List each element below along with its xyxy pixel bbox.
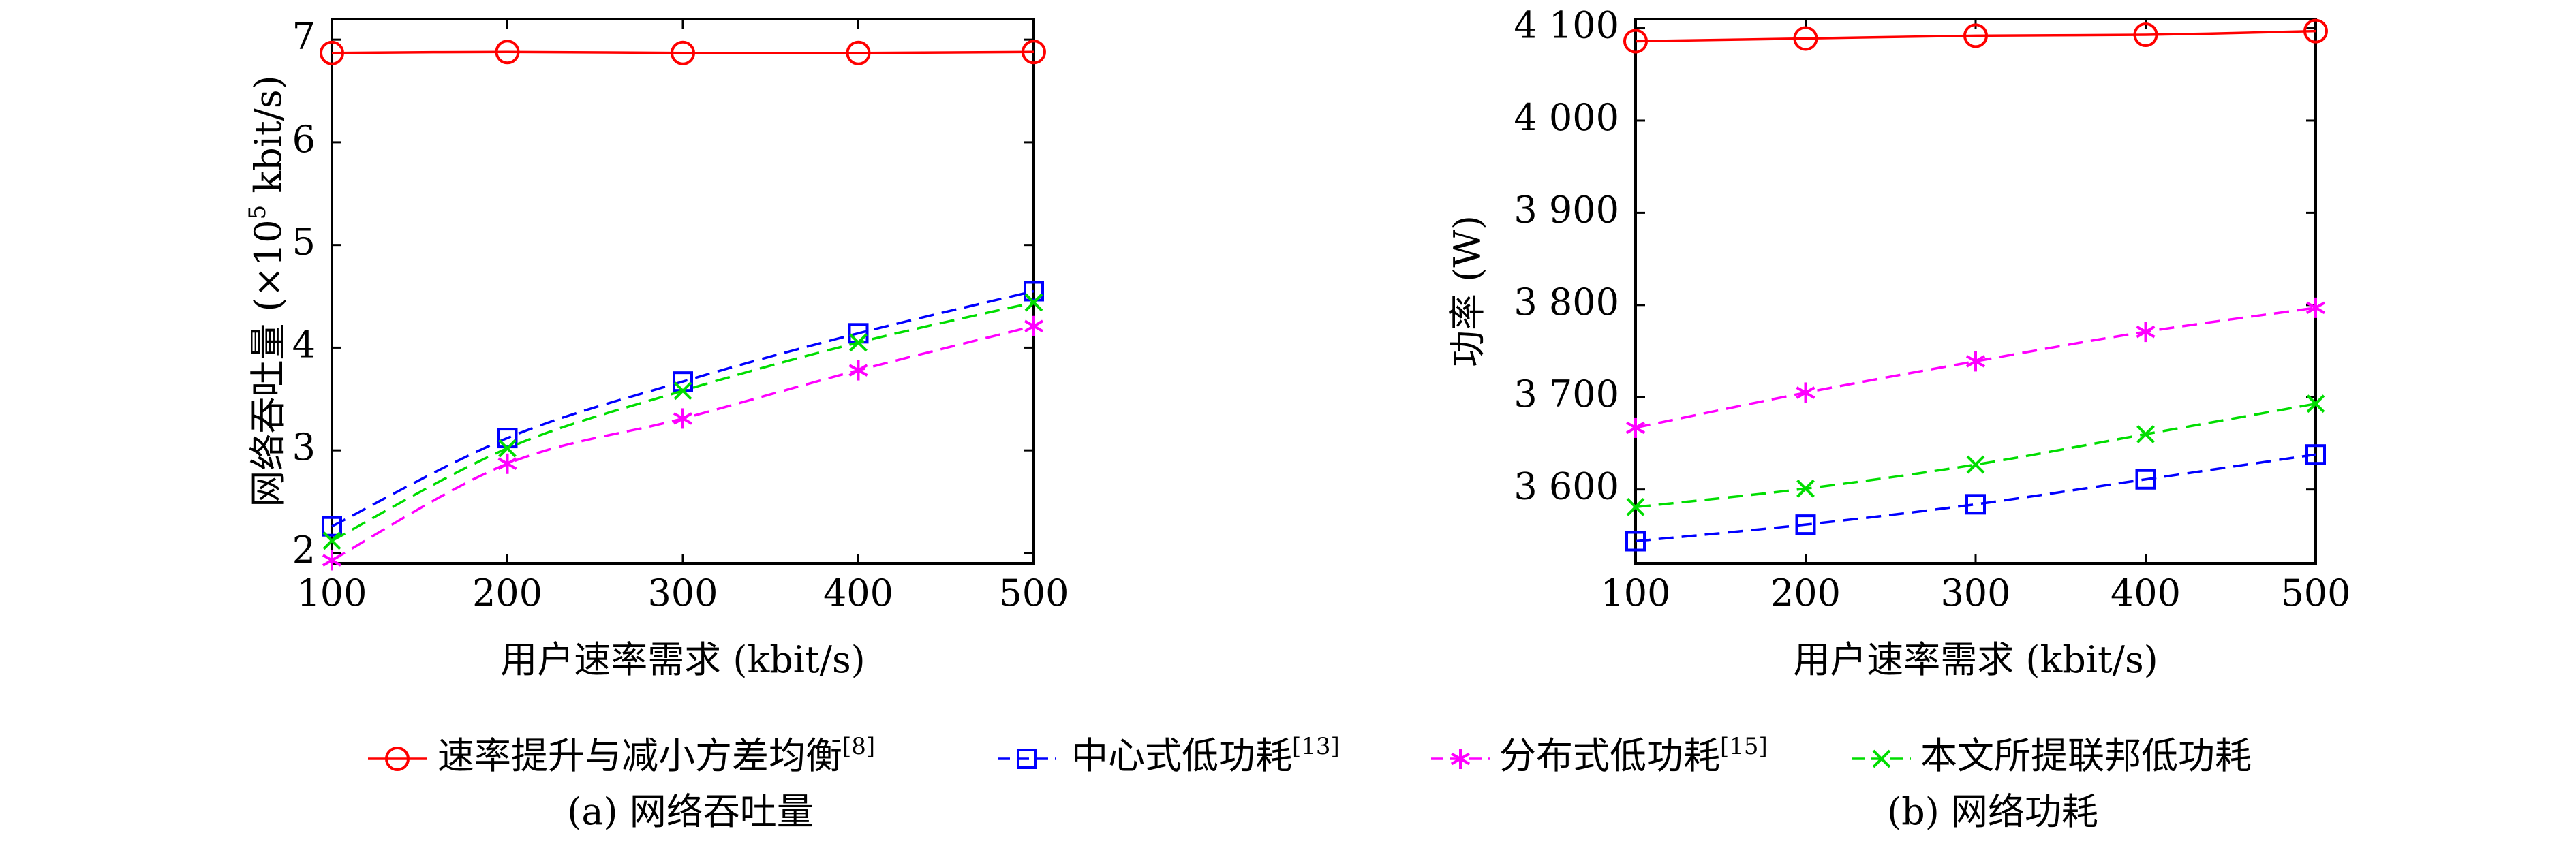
data-point [849,333,868,352]
series-3 [1626,394,2325,516]
series-line-1 [1635,453,2316,543]
data-point [1024,281,1044,302]
data-point [320,40,344,65]
series-3 [322,293,1043,550]
legend-marker-1 [1017,749,1037,769]
series-0 [320,40,1046,65]
caption-b: (b) 网络功耗 [1887,790,2098,833]
x-tick-label: 200 [472,571,542,614]
series-line-0 [1635,29,2316,43]
data-point [322,531,341,550]
data-point [673,408,693,429]
series-1 [1625,444,2326,552]
y-axis-label: 网络吞吐量 (×105 kbit/s) [244,75,290,507]
y-tick-label: 3 700 [1514,373,1619,416]
legend-label-1: 中心式低功耗[13] [1071,733,1340,777]
y-tick-label: 3 [292,426,316,469]
x-tick-label: 300 [1940,571,2010,614]
data-point [1024,315,1044,336]
data-point [2306,394,2325,413]
data-point [1022,40,1046,65]
y-tick-label: 3 600 [1514,465,1619,508]
series-line-0 [331,50,1034,54]
x-tick-label: 400 [823,571,893,614]
data-point [1024,293,1043,312]
data-point [498,439,517,458]
y-axis-label: 功率 (W) [1446,215,1489,367]
data-point [1623,29,1648,54]
data-point [2303,18,2328,44]
data-point [848,360,868,381]
y-tick-label: 6 [292,118,316,161]
legend-label-3: 本文所提联邦低功耗 [1920,734,2252,777]
data-point [673,381,692,401]
y-tick-label: 7 [292,15,316,58]
legend-marker-0 [385,747,410,771]
plot-frame [1634,18,2317,565]
data-point [2136,322,2156,343]
y-tick-label: 4 [292,323,316,366]
x-axis-label: 用户速率需求 (kbit/s) [500,638,865,681]
data-point [322,550,342,571]
legend-marker-3 [1872,749,1891,768]
x-tick-label: 300 [647,571,718,614]
data-point [1966,455,1985,474]
data-point [671,40,695,65]
y-tick-label: 2 [292,529,316,571]
chart-panel-1: 100 200 300 400 500 3 600 3 700 3 800 3 900 4 000… [1446,4,2351,681]
data-point [1965,494,1986,515]
series-line-3 [1635,402,2316,509]
x-tick-label: 100 [296,571,367,614]
x-axis-label: 用户速率需求 (kbit/s) [1793,638,2158,681]
series-2 [1625,297,2326,438]
series-2 [322,315,1044,571]
data-point [1626,497,1645,516]
data-point [1963,23,1988,48]
data-point [1625,417,1646,438]
chart-panel-0: 100 200 300 400 500 2 3 4 5 6 7 用户速率需求 (kbit/s) 网络吞吐… [244,15,1069,681]
x-tick-label: 500 [998,571,1069,614]
x-tick-label: 500 [2280,571,2350,614]
y-tick-label: 3 800 [1514,281,1619,324]
y-tick-label: 4 100 [1514,4,1619,47]
legend-marker-2 [1450,749,1471,769]
series-line-2 [331,325,1034,562]
data-point [2135,469,2156,490]
legend-markers [368,747,1911,771]
data-point [2136,424,2155,443]
data-point [2305,297,2326,318]
data-point [1625,531,1646,552]
legend: 速率提升与减小方差均衡[8] 中心式低功耗[13] 分布式低功耗[15] 本文所… [368,733,2252,777]
data-point [1793,26,1818,51]
y-tick-label: 3 900 [1514,188,1619,231]
caption-a: (a) 网络吞吐量 [567,790,814,833]
chart-panels: 100 200 300 400 500 2 3 4 5 6 7 用户速率需求 (kbit/s) 网络吞吐… [244,4,2351,681]
data-point [1795,514,1816,535]
data-point [1796,382,1815,403]
series-line-1 [331,289,1034,528]
data-point [495,40,520,65]
legend-label-2: 分布式低功耗[15] [1499,733,1768,777]
y-tick-label: 4 000 [1514,96,1619,139]
y-tick-label: 5 [292,221,316,264]
data-point [1796,479,1815,498]
data-point [2305,444,2326,465]
series-0 [1623,18,2328,54]
data-point [2133,22,2158,48]
legend-label-0: 速率提升与减小方差均衡[8] [438,733,875,777]
data-point [1965,351,1986,372]
data-point [846,40,871,65]
x-tick-label: 200 [1770,571,1841,614]
x-tick-label: 100 [1600,571,1670,614]
data-point [497,453,517,474]
data-point [322,516,342,537]
x-tick-label: 400 [2111,571,2181,614]
